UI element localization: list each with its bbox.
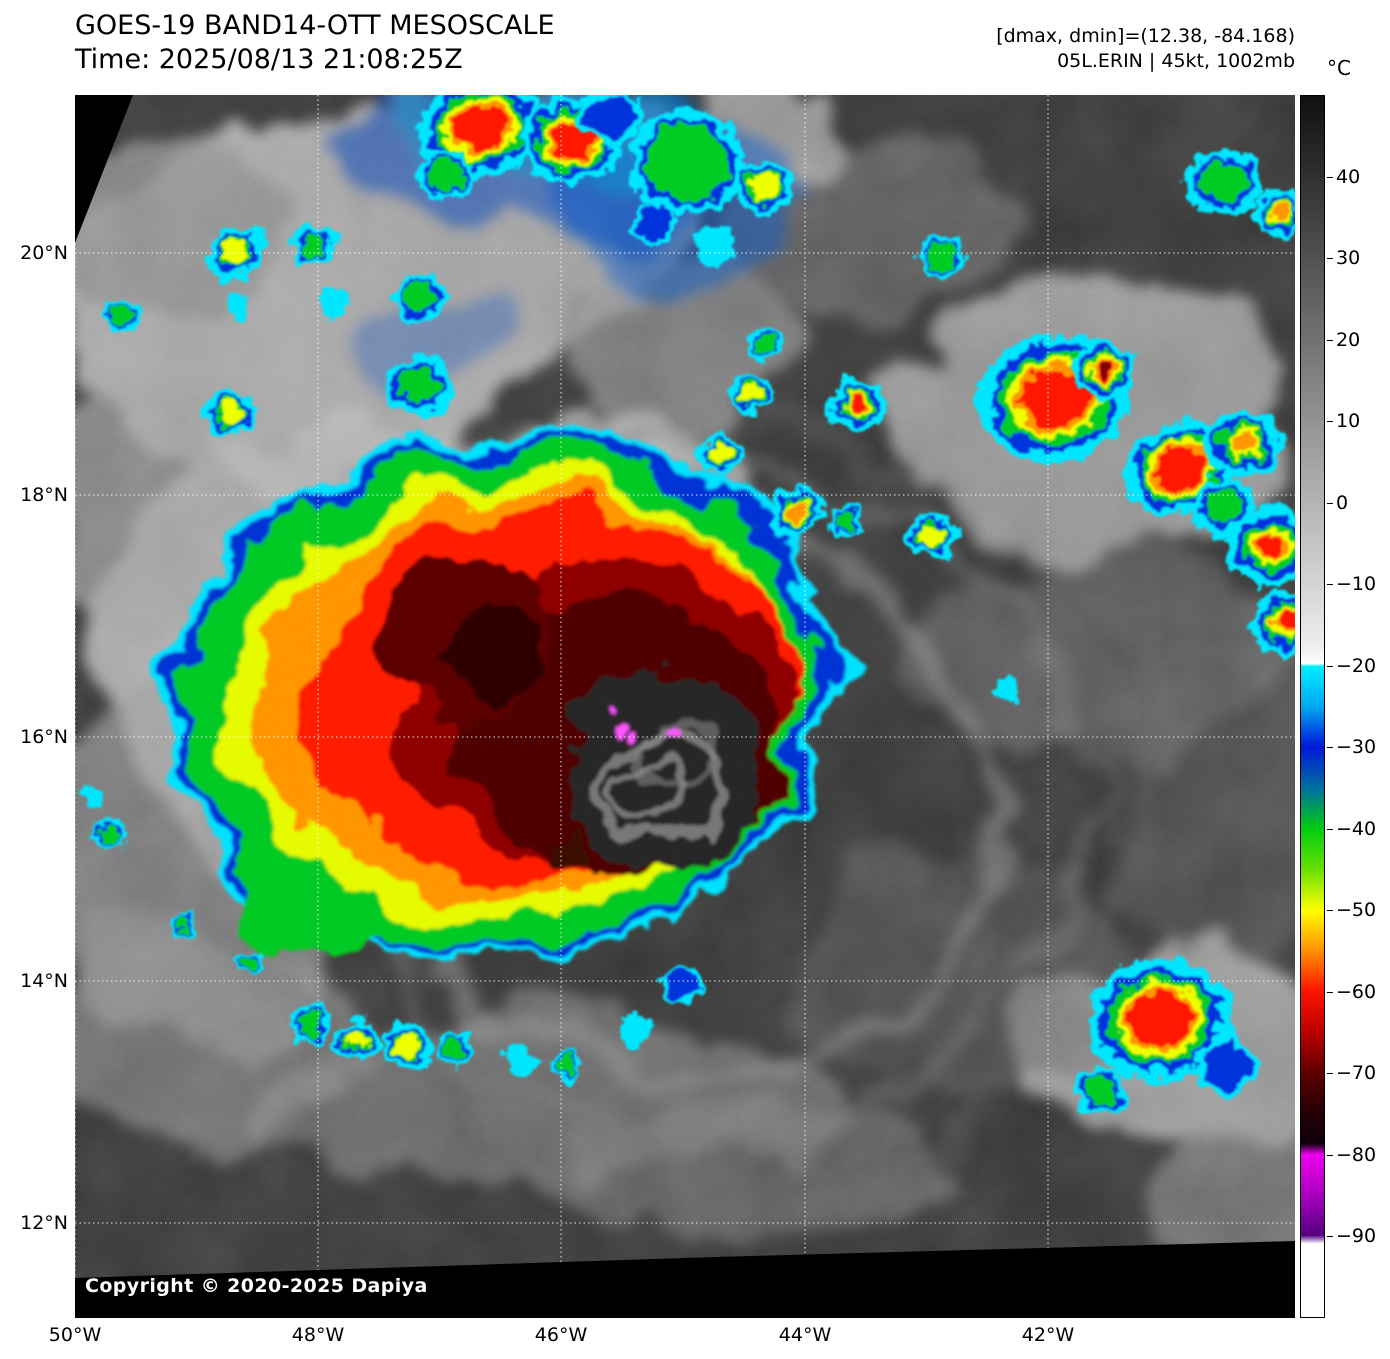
lat-label: 12°N	[20, 1212, 68, 1234]
colorbar-tick-label: 20	[1336, 328, 1361, 351]
no-data-region	[75, 1241, 1295, 1318]
colorbar-tick-label: 40	[1336, 165, 1361, 188]
colorbar-tick-mark	[1327, 258, 1333, 260]
colorbar-tick-label: −30	[1336, 736, 1377, 759]
colorbar-tick-label: −20	[1336, 654, 1377, 677]
lon-label: 50°W	[48, 1324, 102, 1346]
colorbar-tick-mark	[1327, 828, 1333, 830]
header-right: [dmax, dmin]=(12.38, -84.168) 05L.ERIN |…	[996, 24, 1295, 74]
colorbar-tick-label: 10	[1336, 410, 1361, 433]
satellite-image: Copyright © 2020-2025 Dapiya	[75, 95, 1295, 1318]
colorbar-tick-mark	[1327, 747, 1333, 749]
lon-label: 48°W	[291, 1324, 345, 1346]
lat-label: 16°N	[20, 726, 68, 748]
colorbar-tick-label: −10	[1336, 573, 1377, 596]
lon-label: 42°W	[1021, 1324, 1075, 1346]
colorbar-tick-label: 0	[1336, 491, 1349, 514]
satellite-render	[75, 95, 1295, 1318]
colorbar-tick-mark	[1327, 1154, 1333, 1156]
colorbar-tick-mark	[1327, 665, 1333, 667]
storm-info: 05L.ERIN | 45kt, 1002mb	[1057, 50, 1295, 72]
colorbar-tick-mark	[1327, 910, 1333, 912]
colorbar-tick-label: −90	[1336, 1225, 1377, 1248]
colorbar-unit-label: °C	[1327, 56, 1351, 80]
colorbar-tick-label: −80	[1336, 1143, 1377, 1166]
colorbar-tick-label: −60	[1336, 980, 1377, 1003]
no-data-region	[75, 95, 133, 243]
lat-label: 14°N	[20, 970, 68, 992]
image-grain	[75, 95, 1295, 1318]
colorbar-tick-mark	[1327, 1073, 1333, 1075]
lon-label: 46°W	[534, 1324, 588, 1346]
copyright-text: Copyright © 2020-2025 Dapiya	[85, 1275, 428, 1297]
colorbar-tick-mark	[1327, 1236, 1333, 1238]
product-timestamp: Time: 2025/08/13 21:08:25Z	[75, 44, 463, 75]
colorbar-tick-label: −50	[1336, 899, 1377, 922]
dmax-dmin-readout: [dmax, dmin]=(12.38, -84.168)	[996, 25, 1295, 47]
colorbar-tick-mark	[1327, 421, 1333, 423]
product-title: GOES-19 BAND14-OTT MESOSCALE	[75, 10, 555, 41]
colorbar-tick-mark	[1327, 502, 1333, 504]
colorbar-tick-label: 30	[1336, 247, 1361, 270]
colorbar-tick-mark	[1327, 176, 1333, 178]
colorbar-tick-mark	[1327, 339, 1333, 341]
lon-label: 44°W	[778, 1324, 832, 1346]
colorbar	[1300, 95, 1325, 1318]
colorbar-tick-mark	[1327, 991, 1333, 993]
colorbar-tick-mark	[1327, 584, 1333, 586]
lat-label: 18°N	[20, 484, 68, 506]
latlon-grid	[75, 95, 1295, 1318]
colorbar-tick-label: −70	[1336, 1062, 1377, 1085]
colorbar-tick-label: −40	[1336, 817, 1377, 840]
lat-label: 20°N	[20, 242, 68, 264]
